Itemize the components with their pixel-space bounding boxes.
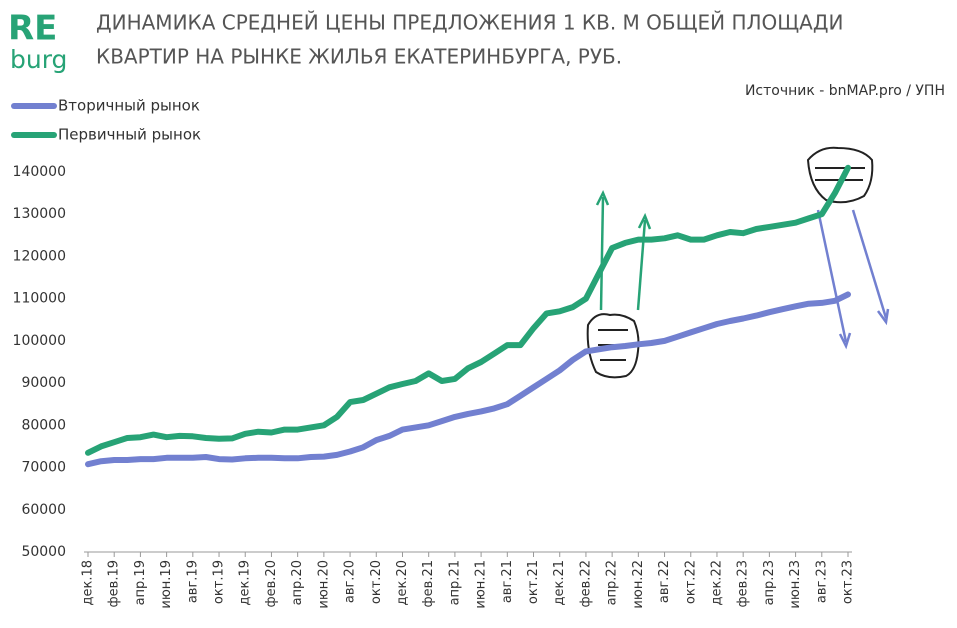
y-tick-label: 100000	[13, 333, 66, 349]
x-tick-label: авг.21	[500, 560, 515, 603]
series-line	[85, 291, 851, 468]
x-tick-label: окт.20	[369, 560, 384, 604]
legend-label: Первичный рынок	[58, 126, 201, 144]
x-tick-label: авг.23	[814, 560, 829, 603]
x-tick-label: фев.21	[421, 560, 436, 607]
x-tick-label: июн.20	[316, 560, 331, 609]
y-tick-label: 60000	[21, 502, 66, 518]
x-tick-label: дек.18	[81, 560, 96, 606]
chart-title: ДИНАМИКА СРЕДНЕЙ ЦЕНЫ ПРЕДЛОЖЕНИЯ 1 КВ. …	[96, 11, 843, 35]
x-tick-label: апр.22	[605, 560, 620, 605]
y-tick-label: 120000	[13, 248, 66, 264]
annotation-arrows	[595, 189, 890, 350]
x-tick-label: окт.22	[683, 560, 698, 604]
x-tick-label: июн.22	[631, 560, 646, 609]
x-tick-label: июн.21	[474, 560, 489, 609]
x-tick-label: окт.19	[212, 560, 227, 604]
x-tick-label: апр.20	[290, 560, 305, 605]
source: Источник - bnMAP.pro / УПН	[745, 83, 945, 99]
y-tick-label: 50000	[21, 544, 66, 560]
x-tick-label: фев.19	[107, 560, 122, 607]
x-tick-label: фев.20	[264, 560, 279, 607]
legend-label: Вторичный рынок	[58, 97, 200, 115]
x-tick-label: дек.21	[552, 560, 567, 606]
x-tick-label: дек.20	[395, 560, 410, 606]
y-tick-label: 80000	[21, 417, 66, 433]
x-tick-label: авг.20	[343, 560, 358, 603]
series-line	[85, 164, 851, 456]
x-tick-label: дек.19	[238, 560, 253, 606]
x-tick-label: апр.23	[762, 560, 777, 605]
x-tick-label: июн.23	[788, 560, 803, 609]
y-tick-label: 130000	[13, 206, 66, 222]
y-tick-label: 140000	[13, 164, 66, 180]
x-tick-label: апр.19	[133, 560, 148, 605]
x-tick-label: фев.22	[578, 560, 593, 607]
y-tick-label: 70000	[21, 460, 66, 476]
x-tick-label: июн.19	[159, 560, 174, 609]
x-tick-label: авг.19	[185, 560, 200, 603]
y-tick-label: 110000	[13, 291, 66, 307]
chart-title: КВАРТИР НА РЫНКЕ ЖИЛЬЯ ЕКАТЕРИНБУРГА, РУ…	[96, 45, 622, 69]
x-tick-label: окт.21	[526, 560, 541, 604]
x-tick-label: окт.23	[841, 560, 856, 604]
x-tick-label: фев.23	[736, 560, 751, 607]
logo-bottom: burg	[10, 45, 67, 74]
logo-top: RE	[8, 9, 57, 49]
y-tick-label: 90000	[21, 375, 66, 391]
x-tick-label: авг.22	[657, 560, 672, 603]
x-tick-label: дек.22	[709, 560, 724, 606]
x-tick-label: апр.21	[447, 560, 462, 605]
